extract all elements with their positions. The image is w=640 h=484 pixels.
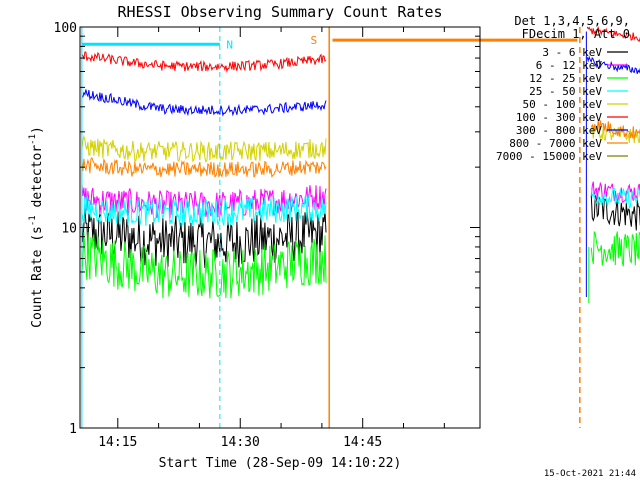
night-label: N bbox=[226, 38, 233, 51]
x-tick-label-0: 14:15 bbox=[98, 435, 137, 450]
legend-label-6: 300 - 800 keV bbox=[516, 124, 602, 137]
series-0-segment-1 bbox=[590, 195, 640, 231]
series-2-segment-1 bbox=[590, 231, 640, 267]
legend-label-8: 7000 - 15000 keV bbox=[496, 150, 602, 163]
y-tick-label-1: 10 bbox=[61, 222, 77, 237]
legend-label-7: 800 - 7000 keV bbox=[509, 137, 602, 150]
y-axis-label-sup1: -1 bbox=[28, 215, 38, 226]
series-1-segment-1 bbox=[590, 181, 640, 203]
series-5-segment-0 bbox=[81, 51, 327, 73]
axes-group: 1 10 100 14:15 14:30 14:45 bbox=[54, 21, 480, 450]
y-axis-label-mid: detector bbox=[30, 145, 45, 216]
y-axis-label: Count Rate (s-1 detector-1) bbox=[28, 126, 45, 328]
y-axis-label-main: Count Rate (s bbox=[30, 226, 45, 328]
series-3-segment-1 bbox=[590, 187, 640, 210]
x-axis-label: Start Time (28-Sep-09 14:10:22) bbox=[159, 456, 402, 471]
series-6-segment-0 bbox=[81, 89, 327, 117]
legend-header-line1: Det 1,3,4,5,6,9, bbox=[514, 14, 630, 28]
legend-label-5: 100 - 300 keV bbox=[516, 111, 602, 124]
legend-label-3: 25 - 50 keV bbox=[529, 85, 602, 98]
data-series-group bbox=[81, 26, 640, 299]
legend-label-2: 12 - 25 keV bbox=[529, 72, 602, 85]
series-4-segment-0 bbox=[81, 134, 327, 163]
saa-label: S bbox=[310, 34, 317, 47]
legend-label-4: 50 - 100 keV bbox=[523, 98, 603, 111]
series-6-segment-1 bbox=[586, 55, 640, 74]
series-7-segment-1 bbox=[590, 120, 640, 139]
chart-title: RHESSI Observing Summary Count Rates bbox=[117, 3, 442, 21]
series-2-segment-0 bbox=[81, 231, 327, 299]
series-3-segment-0 bbox=[81, 194, 327, 227]
legend-label-0: 3 - 6 keV bbox=[542, 46, 602, 59]
legend-header-line2: FDecim 1, Att 0 bbox=[522, 27, 630, 41]
series-7-segment-0 bbox=[81, 156, 327, 178]
generation-timestamp: 15-Oct-2021 21:44 bbox=[544, 469, 636, 479]
y-tick-label-0: 1 bbox=[69, 422, 77, 437]
y-tick-label-2: 100 bbox=[54, 21, 77, 36]
series-0-segment-0 bbox=[81, 206, 327, 269]
x-tick-label-1: 14:30 bbox=[221, 435, 260, 450]
y-axis-label-end: ) bbox=[30, 126, 45, 134]
x-tick-label-2: 14:45 bbox=[343, 435, 382, 450]
y-axis-label-sup2: -1 bbox=[28, 134, 38, 145]
legend: Det 1,3,4,5,6,9, FDecim 1, Att 0 3 - 6 k… bbox=[496, 14, 630, 163]
series-5-segment-1 bbox=[586, 26, 640, 42]
legend-label-1: 6 - 12 keV bbox=[536, 59, 603, 72]
